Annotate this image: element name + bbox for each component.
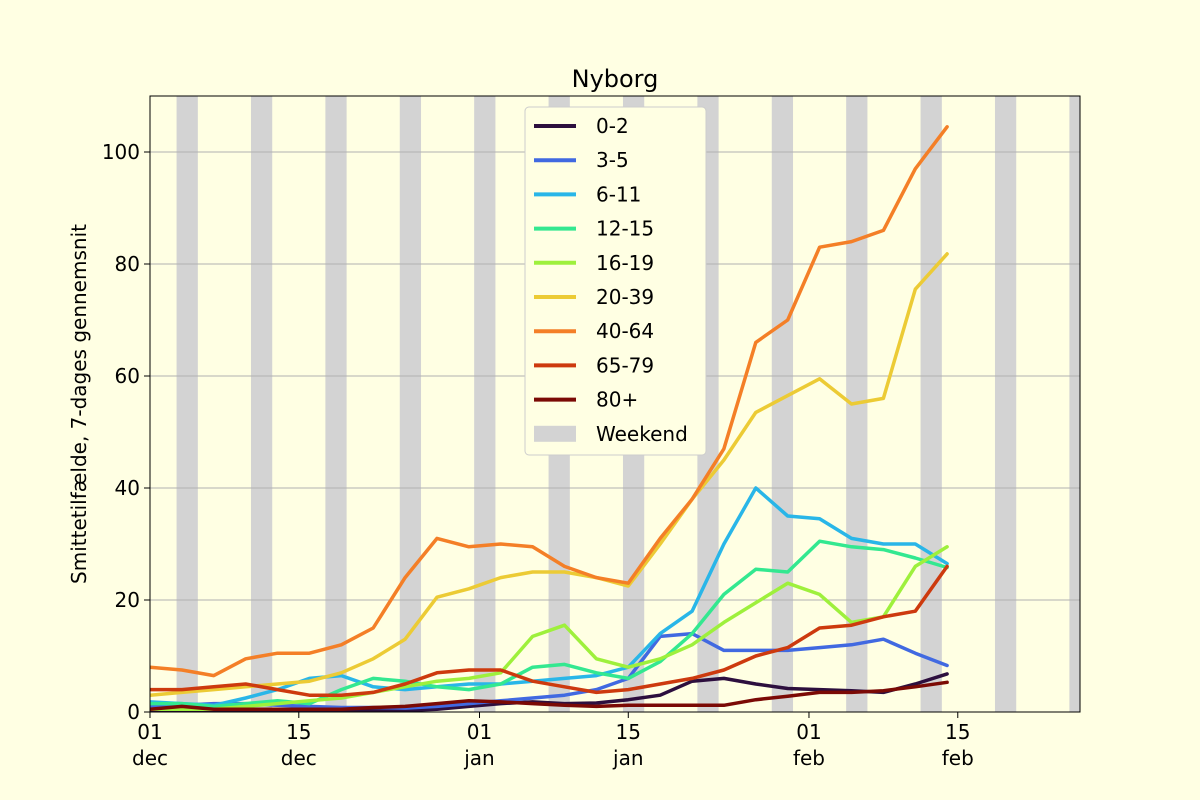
legend-label-6-11: 6-11 [596,182,641,206]
weekend-band-9 [771,96,794,712]
legend-label-40-64: 40-64 [596,319,654,343]
legend-label-20-39: 20-39 [596,285,654,309]
series-line-3-5 [150,631,949,710]
x-tick-day-6: 15 [945,720,970,744]
x-tick-day-4: 15 [616,720,641,744]
chart-title: Nyborg [572,65,659,93]
y-axis-label: Smittetilfælde, 7-dages gennemsnit [67,224,91,584]
series-line-65-79 [150,564,949,697]
axes-frame [149,95,1081,713]
weekend-band-12 [994,96,1017,712]
x-tick-month-3: jan [463,746,495,770]
x-tick-day-2: 15 [286,720,311,744]
legend-label-12-15: 12-15 [596,217,654,241]
legend-label-weekend: Weekend [596,422,688,446]
weekend-bands [176,96,1080,712]
series-line-6-11 [150,486,949,708]
x-tick-day-1: 01 [137,720,162,744]
weekend-band-1 [176,96,198,712]
y-tick-label-100: 100 [102,140,140,164]
y-tick-label-0: 0 [127,700,140,724]
x-tick-month-6: feb [942,746,974,770]
series-line-20-39 [150,252,949,697]
weekend-band-3 [325,96,347,712]
x-tick-day-3: 01 [467,720,492,744]
legend-label-0-2: 0-2 [596,114,629,138]
x-tick-month-5: feb [793,746,825,770]
series-lines [150,125,949,712]
y-tick-label-20: 20 [115,588,140,612]
legend-label-3-5: 3-5 [596,148,629,172]
y-tick-label-80: 80 [115,252,140,276]
x-tick-month-2: dec [281,746,317,770]
weekend-band-11 [920,96,942,712]
x-tick-day-5: 01 [796,720,821,744]
x-tick-month-4: jan [612,746,644,770]
legend: 0-2 3-5 6-11 12-15 16-19 20-39 40-64 65-79 80+ We… [524,106,707,456]
series-line-40-64 [150,125,949,678]
legend-label-16-19: 16-19 [596,251,654,275]
weekend-band-2 [250,96,273,712]
series-line-80+ [150,680,949,711]
y-tick-label-40: 40 [115,476,140,500]
weekend-band-13 [1069,96,1080,712]
x-tick-month-1: dec [132,746,168,770]
legend-label-65-79: 65-79 [596,353,654,377]
legend-label-80+: 80+ [596,388,638,412]
legend-swatch-weekend [534,425,576,442]
weekend-band-4 [399,96,422,712]
y-tick-label-60: 60 [115,364,140,388]
weekend-band-5 [474,96,496,712]
series-line-16-19 [150,545,949,711]
series-line-12-15 [150,539,949,709]
